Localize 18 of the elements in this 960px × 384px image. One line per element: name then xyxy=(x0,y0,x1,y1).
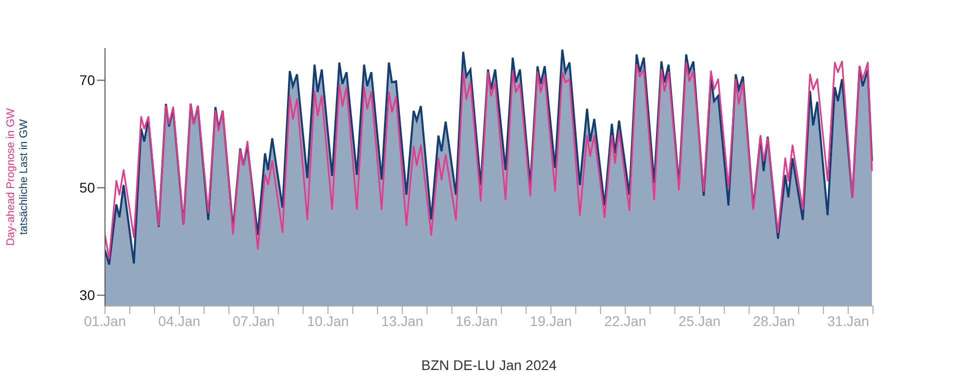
x-axis-title: BZN DE-LU Jan 2024 xyxy=(421,357,557,373)
y-tick-label: 50 xyxy=(79,180,96,196)
x-tick-label: 04.Jan xyxy=(158,312,200,329)
text: tatsächliche Last in GW xyxy=(18,118,30,235)
text: Day-ahead Prognose in GW xyxy=(5,108,17,246)
x-tick-label: 25.Jan xyxy=(678,312,721,329)
x-tick-label: 28.Jan xyxy=(752,312,795,329)
x-tick-label: 19.Jan xyxy=(530,312,572,329)
x-tick-label: 22.Jan xyxy=(604,312,646,329)
y-tick-label: 30 xyxy=(79,287,96,304)
y-tick-label: 70 xyxy=(79,72,96,88)
x-tick-label: 13.Jan xyxy=(381,312,424,329)
x-tick-label: 16.Jan xyxy=(456,312,498,329)
line-series xyxy=(105,60,873,260)
x-tick-label: 01.Jan xyxy=(84,312,126,329)
x-tick-label: 07.Jan xyxy=(232,312,275,329)
x-tick-label: 10.Jan xyxy=(306,312,349,329)
x-tick-label: 31.Jan xyxy=(827,312,870,329)
